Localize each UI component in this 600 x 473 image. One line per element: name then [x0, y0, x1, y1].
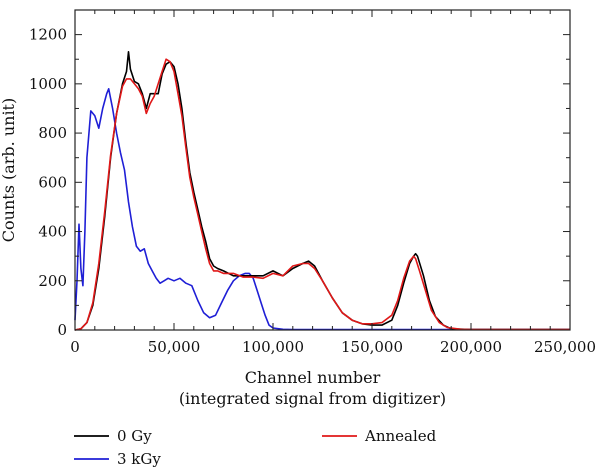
y-tick-label: 0 [57, 321, 67, 339]
y-tick-label: 800 [38, 124, 67, 142]
y-tick-label: 400 [38, 223, 67, 241]
series-line-0-gy [74, 50, 570, 331]
y-tick-label: 1000 [29, 75, 67, 93]
x-tick-label: 150,000 [341, 338, 403, 356]
y-tick-label: 200 [38, 272, 67, 290]
series-line-annealed [74, 58, 570, 331]
series-layer [74, 50, 570, 331]
legend-item: 0 Gy [74, 427, 152, 445]
series-line-3-kgy [74, 88, 570, 331]
y-tick-label: 600 [38, 173, 67, 191]
x-tick-label: 0 [70, 338, 80, 356]
x-tick-label: 250,000 [534, 338, 596, 356]
legend: 0 Gy 3 kGy Annealed [74, 427, 437, 468]
legend-label: 0 Gy [117, 427, 152, 445]
legend-label: 3 kGy [117, 450, 161, 468]
y-tick-label: 1200 [29, 26, 67, 44]
x-axis-label: Channel number [245, 368, 381, 387]
legend-item: 3 kGy [74, 450, 161, 468]
x-axis-label-line2: (integrated signal from digitizer) [179, 389, 446, 408]
legend-item: Annealed [322, 427, 437, 445]
x-tick-label: 50,000 [148, 338, 201, 356]
ticks-layer: 0 50,000 100,000 150,000 200,000 250,000 0 200 4… [29, 9, 596, 356]
plot-frame [74, 9, 571, 331]
x-tick-label: 100,000 [242, 338, 304, 356]
y-axis-label: Counts (arb. unit) [0, 98, 18, 242]
legend-label: Annealed [364, 427, 437, 445]
x-tick-label: 200,000 [440, 338, 502, 356]
